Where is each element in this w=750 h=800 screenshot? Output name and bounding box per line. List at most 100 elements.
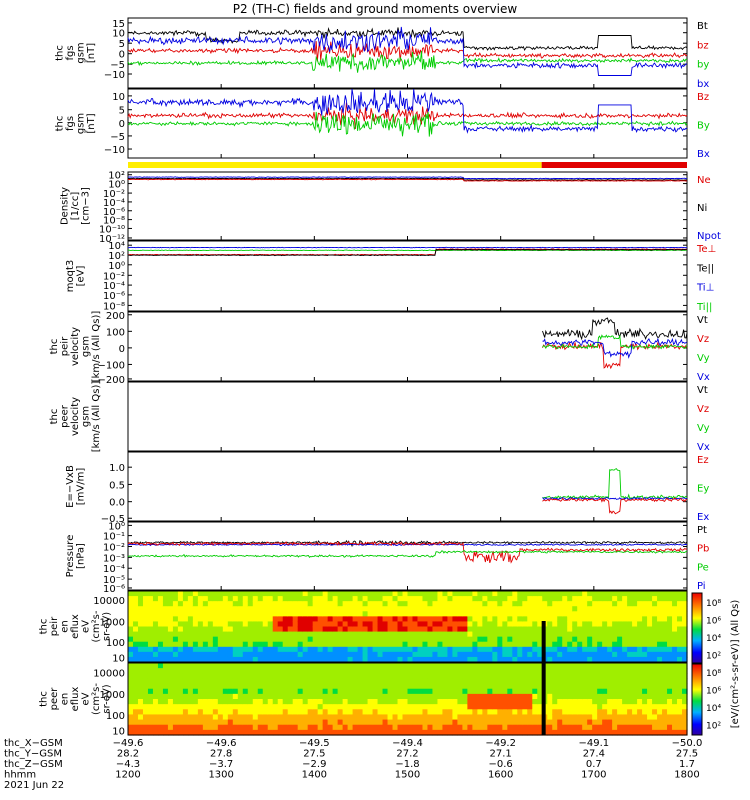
peir-spectrogram-cell — [392, 601, 399, 607]
peir-spectrogram-cell — [567, 651, 573, 658]
peer-spectrogram-cell — [397, 673, 404, 680]
peer-spectrogram-cell — [172, 709, 179, 716]
peer-spectrogram-cell — [567, 724, 573, 731]
peer-spectrogram-cell — [162, 688, 169, 695]
peer-spectrogram-cell — [322, 678, 329, 685]
peer-spectrogram-cell — [142, 683, 149, 690]
peir-spectrogram-cell — [412, 591, 419, 597]
peer-spectrogram-cell — [247, 668, 254, 674]
peer-spectrogram-cell — [672, 683, 678, 690]
peir-spectrogram-cell — [407, 636, 414, 643]
peer-spectrogram-cell — [242, 663, 249, 669]
peer-spectrogram-cell — [597, 693, 603, 700]
peer-spectrogram-cell — [452, 678, 459, 685]
peer-spectrogram-cell — [162, 729, 169, 736]
peir-spectrogram-cell — [537, 641, 543, 648]
peer-spectrogram-cell — [612, 699, 618, 705]
peir-spectrogram-cell — [192, 656, 199, 663]
peir-spectrogram-cell — [592, 606, 598, 612]
peir-spectrogram-cell — [332, 596, 339, 602]
peer-spectrogram-cell — [562, 693, 568, 700]
panel-ylabel: peer — [60, 404, 71, 428]
peir-spectrogram-cell — [487, 646, 493, 653]
peir-spectrogram-cell — [212, 626, 219, 633]
peir-spectrogram-cell — [362, 656, 369, 663]
peer-spectrogram-cell — [222, 709, 229, 716]
peer-spectrogram-cell — [177, 688, 184, 695]
peer-spectrogram-cell — [337, 678, 344, 685]
ytick-label: 10⁰ — [108, 521, 125, 532]
peer-spectrogram-cell — [192, 724, 199, 731]
peer-spectrogram-cell — [477, 719, 483, 726]
peer-spectrogram-cell — [157, 668, 164, 674]
peir-spectrogram-cell — [297, 631, 304, 638]
peir-spectrogram-cell — [477, 651, 483, 658]
peir-spectrogram-cell — [387, 636, 394, 643]
peer-spectrogram-cell — [137, 668, 144, 674]
peer-spectrogram-cell — [527, 693, 533, 700]
peer-spectrogram-cell — [232, 714, 239, 721]
peer-spectrogram-cell — [437, 678, 444, 685]
peer-spectrogram-cell — [327, 668, 334, 674]
peer-spectrogram-cell — [337, 699, 344, 705]
peir-spectrogram-cell — [607, 646, 613, 653]
peer-spectrogram-cell — [197, 729, 204, 736]
peer-spectrogram-cell — [282, 714, 289, 721]
peer-spectrogram-cell — [407, 688, 414, 695]
peir-spectrogram-cell — [577, 631, 583, 638]
peer-spectrogram-cell — [357, 678, 364, 685]
peir-spectrogram-cell — [517, 626, 523, 633]
peer-spectrogram-cell — [128, 704, 134, 710]
peir-spectrogram-cell — [502, 621, 508, 628]
peer-spectrogram-cell — [617, 693, 623, 700]
peir-spectrogram-cell — [142, 591, 149, 597]
peer-spectrogram-cell — [627, 673, 633, 680]
peer-spectrogram-cell — [162, 673, 169, 680]
peir-spectrogram-cell — [307, 641, 314, 648]
peir-spectrogram-cell — [652, 606, 658, 612]
peir-spectrogram-cell — [412, 611, 419, 617]
peer-spectrogram-cell — [172, 729, 179, 736]
peir-spectrogram-cell — [602, 646, 608, 653]
peer-spectrogram-cell — [587, 714, 593, 721]
peir-spectrogram-cell — [642, 591, 648, 597]
peer-spectrogram-cell — [142, 714, 149, 721]
peir-spectrogram-cell — [627, 596, 633, 602]
peir-spectrogram-cell — [207, 631, 214, 638]
peir-spectrogram-cell — [302, 596, 309, 602]
peer-spectrogram-cell — [432, 704, 439, 710]
peir-spectrogram-cell — [532, 641, 538, 648]
peir-spectrogram-cell — [652, 631, 658, 638]
peer-spectrogram-cell — [128, 699, 134, 705]
peir-spectrogram-cell — [507, 656, 513, 663]
peir-spectrogram-cell — [667, 621, 673, 628]
peir-spectrogram-cell — [232, 601, 239, 607]
peir-spectrogram-cell — [522, 591, 528, 597]
peer-spectrogram-cell — [307, 714, 314, 721]
peir-spectrogram-cell — [317, 626, 324, 633]
peir-spectrogram-cell — [637, 616, 643, 623]
peir-spectrogram-cell — [652, 621, 658, 628]
peer-spectrogram-cell — [607, 688, 613, 695]
peir-spectrogram-cell — [387, 611, 394, 617]
peir-spectrogram-cell — [602, 626, 608, 633]
peir-spectrogram-cell — [627, 616, 633, 623]
peer-spectrogram-cell — [467, 729, 473, 736]
peir-spectrogram-cell — [552, 626, 558, 633]
peir-spectrogram-cell — [392, 591, 399, 597]
peer-spectrogram-cell — [487, 719, 493, 726]
peir-spectrogram-cell — [527, 656, 533, 663]
peir-spectrogram-cell — [417, 601, 424, 607]
peir-spectrogram-cell — [282, 621, 289, 628]
ytick-label: −100 — [98, 360, 125, 371]
peer-spectrogram-cell — [262, 668, 269, 674]
peer-spectrogram-cell — [377, 704, 384, 710]
peir-spectrogram-cell — [142, 611, 149, 617]
peir-spectrogram-cell — [247, 626, 254, 633]
peir-spectrogram-cell — [652, 591, 658, 597]
peer-spectrogram-cell — [437, 724, 444, 731]
peir-spectrogram-cell — [522, 606, 528, 612]
peer-spectrogram-cell — [482, 663, 488, 669]
peir-spectrogram-cell — [427, 611, 434, 617]
peir-spectrogram-cell — [437, 631, 444, 638]
